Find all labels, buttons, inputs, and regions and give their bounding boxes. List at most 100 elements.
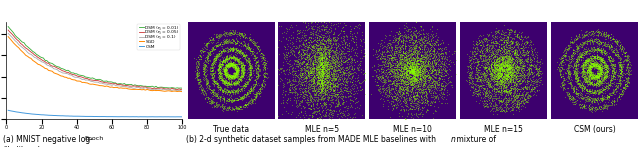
Point xyxy=(402,70,412,72)
Point xyxy=(568,51,579,54)
Point xyxy=(487,38,497,40)
Point xyxy=(343,112,353,114)
Point xyxy=(326,60,337,62)
Point xyxy=(586,76,596,78)
Point xyxy=(421,64,431,66)
Point xyxy=(506,75,516,78)
Point xyxy=(228,55,239,58)
Point xyxy=(402,73,412,75)
Point xyxy=(330,62,340,64)
Point xyxy=(502,74,513,76)
Point xyxy=(216,62,227,64)
Point xyxy=(591,60,602,62)
Point xyxy=(204,102,214,104)
Point xyxy=(421,87,431,90)
Point xyxy=(490,64,500,66)
Point xyxy=(476,66,486,68)
Point xyxy=(500,81,510,83)
Point xyxy=(314,51,324,53)
Point xyxy=(208,62,218,65)
Point xyxy=(337,102,348,104)
Point xyxy=(323,88,333,90)
Point xyxy=(595,66,605,69)
Point xyxy=(516,60,527,63)
Point xyxy=(424,89,435,91)
Point xyxy=(389,74,399,76)
Point xyxy=(214,71,224,73)
Point xyxy=(302,70,312,72)
Point xyxy=(421,82,431,84)
Point xyxy=(565,41,575,43)
Point xyxy=(561,72,571,75)
Point xyxy=(604,34,614,36)
Point xyxy=(410,73,420,75)
Point xyxy=(513,54,523,56)
Point xyxy=(209,79,219,82)
Point xyxy=(490,40,500,43)
Point xyxy=(328,89,339,91)
Point xyxy=(228,77,238,79)
Point xyxy=(314,86,324,88)
Point xyxy=(424,69,434,71)
Point xyxy=(217,71,227,74)
Point xyxy=(563,47,573,49)
Point xyxy=(399,65,410,67)
Point xyxy=(388,101,399,103)
Point xyxy=(289,86,299,88)
Point xyxy=(316,87,326,89)
Point xyxy=(587,72,597,75)
Point xyxy=(232,97,243,100)
Point xyxy=(204,99,214,102)
Point xyxy=(285,59,296,61)
Point xyxy=(218,60,228,62)
Point xyxy=(605,60,615,63)
Point xyxy=(493,82,504,84)
Point xyxy=(595,65,605,67)
Point xyxy=(573,47,584,50)
Point xyxy=(410,68,420,71)
Point xyxy=(308,87,318,89)
Point xyxy=(602,69,612,72)
Point xyxy=(509,105,520,108)
Point xyxy=(233,66,243,69)
Point xyxy=(406,69,417,71)
Point xyxy=(596,49,607,52)
Point xyxy=(426,81,436,83)
Point xyxy=(326,73,336,76)
Point xyxy=(248,82,258,85)
Point xyxy=(231,80,241,82)
Point xyxy=(405,67,415,69)
Point xyxy=(316,68,326,70)
Point xyxy=(205,66,215,69)
Point xyxy=(326,76,337,79)
Point xyxy=(412,93,422,96)
Point xyxy=(299,66,309,69)
Point xyxy=(416,61,426,64)
Point xyxy=(205,88,216,91)
Point xyxy=(573,37,583,39)
Point xyxy=(508,45,518,48)
Point xyxy=(596,73,606,76)
Point xyxy=(516,73,526,75)
Point xyxy=(392,60,403,62)
Point xyxy=(406,80,416,82)
Point xyxy=(394,87,404,89)
Point xyxy=(340,84,351,86)
Point xyxy=(602,66,612,68)
Point xyxy=(572,58,582,60)
Point xyxy=(479,95,489,98)
Point xyxy=(219,99,229,101)
Point xyxy=(586,77,596,79)
Point xyxy=(408,68,418,71)
Point xyxy=(323,74,333,76)
Point xyxy=(577,86,587,89)
Point xyxy=(214,55,225,57)
Point xyxy=(598,77,609,79)
Point xyxy=(420,82,430,84)
Point xyxy=(502,65,512,68)
Point xyxy=(583,58,593,61)
Point xyxy=(214,76,224,79)
Point xyxy=(532,89,542,92)
Point xyxy=(497,77,507,80)
Point xyxy=(495,65,505,68)
